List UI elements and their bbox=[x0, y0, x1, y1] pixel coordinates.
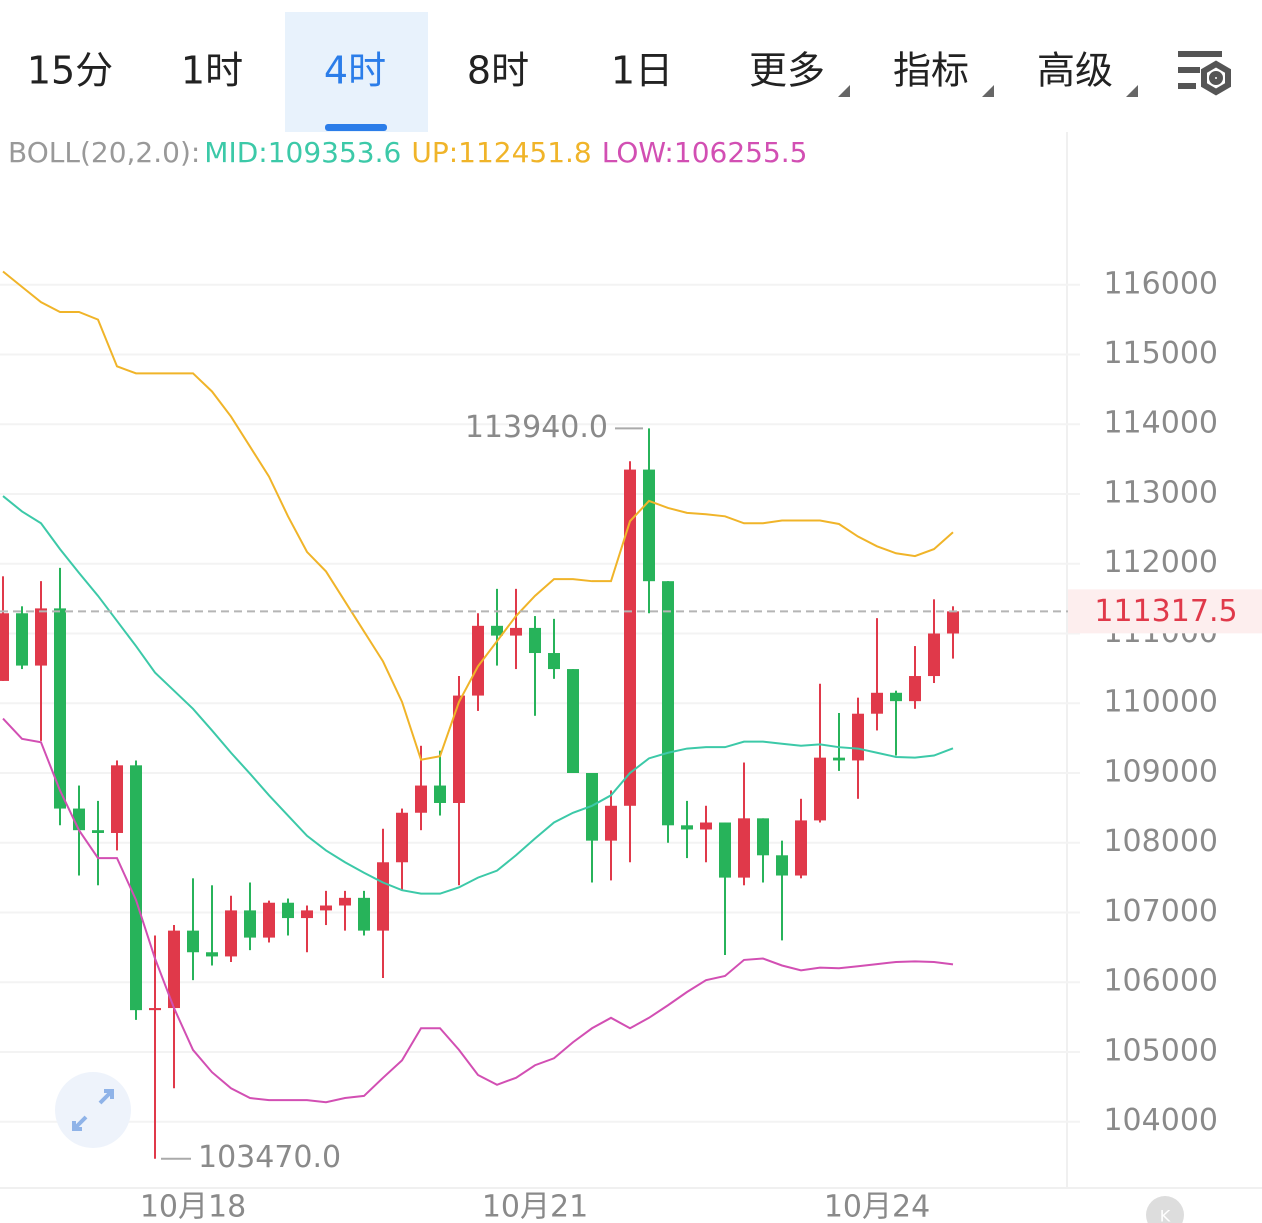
candle-body bbox=[928, 633, 940, 677]
candle-body bbox=[814, 757, 826, 821]
indicator-label: MID: bbox=[204, 136, 267, 169]
annotation-label: 103470.0 bbox=[198, 1140, 341, 1175]
candle-body bbox=[605, 805, 617, 841]
candle-body bbox=[947, 611, 959, 634]
candle-body bbox=[453, 695, 465, 803]
candle-body bbox=[244, 910, 256, 938]
candle-body bbox=[206, 952, 218, 957]
tab[interactable]: 1时 bbox=[181, 49, 243, 93]
candle-body bbox=[130, 765, 142, 1011]
tab[interactable]: 8时 bbox=[467, 49, 529, 93]
selected-tab-indicator bbox=[325, 124, 387, 131]
tab[interactable]: 更多 bbox=[749, 49, 825, 93]
candle-body bbox=[795, 820, 807, 876]
y-tick-label: 109000 bbox=[1103, 754, 1218, 789]
plot: 104000 105000 106000 107000 108000 109000 1100… bbox=[0, 266, 1262, 1223]
y-tick-label: 105000 bbox=[1103, 1033, 1218, 1068]
x-tick-label: 10月21 bbox=[482, 1190, 588, 1223]
last-price-tag bbox=[1068, 589, 1262, 634]
selected-tab-bg bbox=[285, 12, 428, 132]
candle-body bbox=[434, 785, 446, 803]
candle-body bbox=[681, 825, 693, 830]
band-line bbox=[2, 270, 954, 761]
candle-body bbox=[54, 608, 66, 809]
band-line bbox=[2, 495, 954, 895]
y-tick-label: 110000 bbox=[1103, 685, 1218, 720]
candle-body bbox=[111, 765, 123, 833]
candle-body bbox=[624, 469, 636, 806]
candle-body bbox=[168, 930, 180, 1009]
indicator-label: UP: bbox=[411, 136, 458, 169]
indicator-value: 109353.6 bbox=[268, 136, 402, 169]
candle-body bbox=[396, 812, 408, 863]
candle-body bbox=[567, 669, 579, 773]
expand-button[interactable] bbox=[55, 1072, 131, 1148]
candle-body bbox=[871, 692, 883, 714]
last-price-label: 111317.5 bbox=[1094, 594, 1237, 629]
y-tick-label: 113000 bbox=[1103, 475, 1218, 510]
y-tick-label: 107000 bbox=[1103, 894, 1218, 929]
candle-body bbox=[225, 910, 237, 957]
candle-body bbox=[358, 897, 370, 931]
candle-body bbox=[890, 692, 902, 702]
tab[interactable]: 1日 bbox=[611, 49, 673, 93]
candle-body bbox=[757, 818, 769, 856]
tab[interactable]: 高级 bbox=[1037, 49, 1113, 93]
candle-body bbox=[187, 930, 199, 953]
annotation-label: 113940.0 bbox=[465, 410, 608, 445]
candle-body bbox=[320, 905, 332, 911]
candle-body bbox=[529, 627, 541, 654]
y-tick-label: 116000 bbox=[1103, 266, 1218, 301]
candle-body bbox=[282, 902, 294, 919]
candle-body bbox=[415, 785, 427, 813]
candle-body bbox=[377, 862, 389, 931]
candle-body bbox=[776, 855, 788, 876]
y-tick-label: 114000 bbox=[1103, 406, 1218, 441]
candle-body bbox=[263, 902, 275, 938]
candle-body bbox=[472, 625, 484, 696]
x-tick-label: 10月24 bbox=[824, 1190, 930, 1223]
candle-body bbox=[738, 818, 750, 878]
tab-bar: 15分 1时 4时 8时 1日 更多 指标 高级 bbox=[27, 49, 1113, 93]
candle-body bbox=[510, 627, 522, 636]
dropdown-arrows bbox=[838, 85, 1138, 97]
y-tick-label: 108000 bbox=[1103, 824, 1218, 859]
candle-body bbox=[92, 830, 104, 833]
y-tick-label: 115000 bbox=[1103, 336, 1218, 371]
candle-body bbox=[301, 910, 313, 919]
y-tick-label: 104000 bbox=[1103, 1103, 1218, 1138]
x-tick-label: 10月18 bbox=[140, 1190, 246, 1223]
candle-body bbox=[909, 676, 921, 702]
candle-body bbox=[339, 897, 351, 906]
candle-body bbox=[16, 613, 28, 666]
indicator-label: LOW: bbox=[602, 136, 674, 169]
tab[interactable]: 指标 bbox=[893, 49, 969, 93]
candle-body bbox=[719, 822, 731, 878]
settings-icon[interactable] bbox=[1178, 51, 1231, 96]
y-tick-label: 112000 bbox=[1103, 545, 1218, 580]
candle-body bbox=[548, 653, 560, 670]
candle-body bbox=[833, 757, 845, 761]
candle-body bbox=[0, 613, 9, 681]
k-button[interactable]: K bbox=[1146, 1196, 1184, 1223]
candle-body bbox=[852, 713, 864, 761]
candle-body bbox=[700, 822, 712, 830]
candle-body bbox=[35, 608, 47, 666]
svg-text:K: K bbox=[1160, 1207, 1171, 1223]
indicator-value: 112451.8 bbox=[458, 136, 592, 169]
indicator-name: BOLL(20,2.0): bbox=[8, 136, 200, 169]
indicator-header: BOLL(20,2.0): MID:109353.6 UP:112451.8 LOW:… bbox=[8, 136, 807, 169]
candle-body bbox=[149, 1008, 161, 1011]
candle-body bbox=[491, 625, 503, 636]
band-line bbox=[2, 717, 954, 1104]
indicator-value: 106255.5 bbox=[674, 136, 808, 169]
candle-body bbox=[643, 469, 655, 582]
y-tick-label: 106000 bbox=[1103, 964, 1218, 999]
tab[interactable]: 4时 bbox=[324, 49, 386, 93]
candle-body bbox=[662, 581, 674, 826]
tab[interactable]: 15分 bbox=[27, 49, 113, 93]
